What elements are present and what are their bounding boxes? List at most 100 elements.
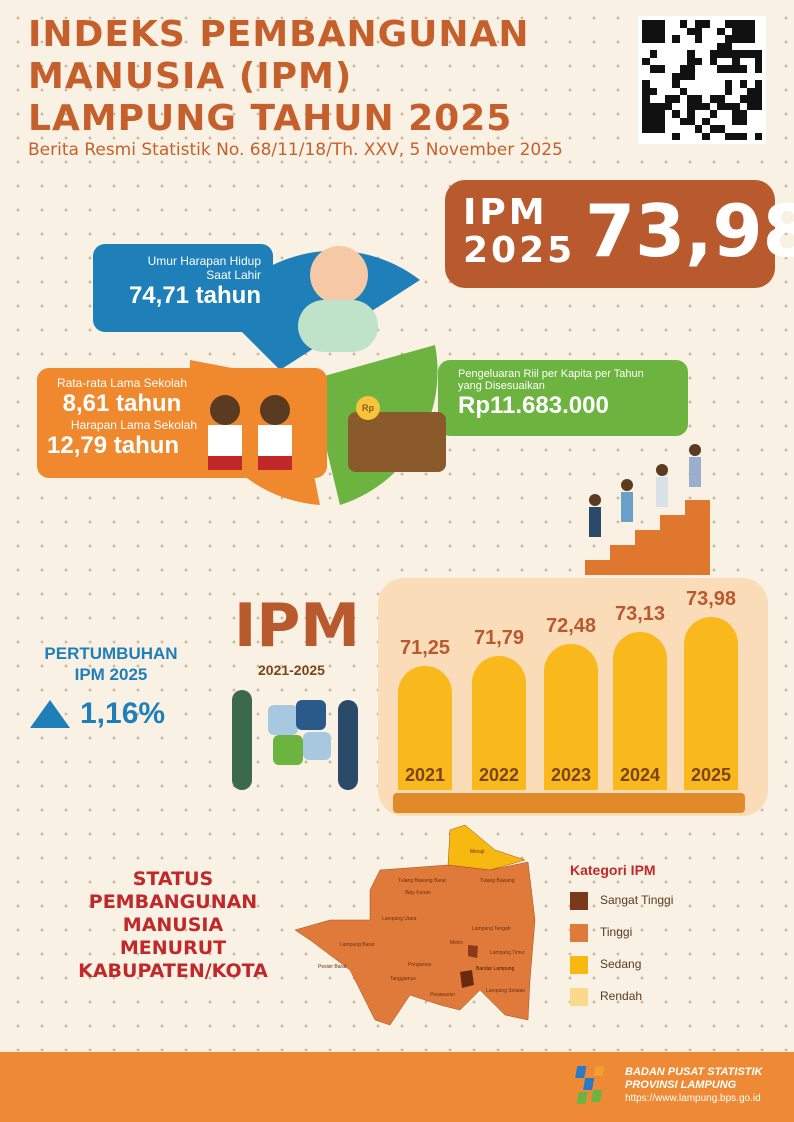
- footer: BADAN PUSAT STATISTIK PROVINSI LAMPUNG h…: [0, 1052, 794, 1122]
- legend-label: Tinggi: [600, 925, 633, 940]
- map-region-tinggi[interactable]: [294, 861, 536, 1026]
- legend-label: Rendah: [600, 989, 643, 1004]
- expected-years-label: Harapan Lama Sekolah: [70, 418, 197, 432]
- status-line: KABUPATEN/KOTA: [78, 960, 268, 982]
- map-label: Tulang Bawang Barat: [398, 878, 447, 884]
- growth-label-line: IPM 2025: [74, 665, 148, 684]
- legend-label: Sangat Tinggi: [600, 893, 674, 908]
- map-label: Way Kanan: [405, 890, 431, 896]
- students-illustration-icon: [200, 390, 315, 485]
- map-label: Bandar Lampung: [476, 966, 515, 972]
- map-label: Mesuji: [470, 849, 484, 855]
- legend-swatch: [570, 924, 588, 942]
- status-title: STATUS PEMBANGUNAN MANUSIA MENURUT KABUP…: [58, 868, 288, 983]
- bar-value-label: 73,13: [614, 603, 666, 626]
- org-name: BADAN PUSAT STATISTIK: [625, 1066, 763, 1078]
- stairs-climbers-illustration-icon: [585, 444, 710, 575]
- title-line: LAMPUNG TAHUN 2025: [28, 98, 513, 139]
- growth-value: 1,16%: [80, 697, 166, 730]
- title-line: INDEKS PEMBANGUNAN: [28, 14, 530, 55]
- chart-title: IPM: [234, 591, 361, 661]
- map-label: Metro: [450, 940, 463, 946]
- map-label: Pesawaran: [430, 992, 455, 998]
- baby-body-icon: [298, 300, 378, 352]
- legend-swatch: [570, 892, 588, 910]
- growth-label-line: PERTUMBUHAN: [44, 644, 178, 663]
- education-card: Rata-rata Lama Sekolah 8,61 tahun Harapa…: [37, 368, 327, 478]
- map-label: Lampung Barat: [340, 942, 375, 948]
- ipm-value: 73,98: [585, 189, 794, 273]
- subtitle: Berita Resmi Statistik No. 68/11/18/Th. …: [28, 140, 563, 160]
- ipm-year: 2025: [463, 230, 576, 271]
- chart-subtitle: 2021-2025: [258, 662, 325, 678]
- legend-title: Kategori IPM: [570, 862, 656, 878]
- expected-years-value: 12,79 tahun: [47, 432, 180, 459]
- legend-item: Tinggi: [570, 924, 673, 956]
- legend-swatch: [570, 988, 588, 1006]
- ipm-2025-box: IPM 2025 73,98: [445, 180, 794, 288]
- map-region-sangat-tinggi[interactable]: [460, 970, 474, 988]
- page-title: INDEKS PEMBANGUNAN MANUSIA (IPM) LAMPUNG…: [28, 14, 530, 140]
- map-label: Pesisir Barat: [318, 964, 347, 970]
- map-label: Tulang Bawang: [480, 878, 515, 884]
- puzzle-people-illustration-icon: [228, 690, 368, 805]
- status-line: MENURUT: [119, 937, 227, 959]
- map-label: Tanggamus: [390, 976, 416, 982]
- bar-year-label: 2021: [404, 765, 446, 785]
- org-province: PROVINSI LAMPUNG: [625, 1079, 737, 1091]
- map-label: Lampung Selatan: [486, 988, 525, 994]
- title-line: MANUSIA (IPM): [28, 56, 353, 97]
- ipm-label-line: IPM: [463, 192, 548, 233]
- health-value: 74,71 tahun: [128, 282, 261, 309]
- map-label: Lampung Timur: [490, 950, 525, 956]
- expenditure-label: yang Disesuaikan: [458, 380, 545, 392]
- legend-item: Sedang: [570, 956, 673, 988]
- status-line: PEMBANGUNAN: [88, 891, 258, 913]
- bar-value-label: 71,79: [473, 627, 525, 650]
- bar-value-label: 71,25: [399, 637, 451, 659]
- map-region-sedang[interactable]: [447, 824, 526, 871]
- bps-logo-icon: [575, 1066, 605, 1104]
- chart-base: [393, 793, 745, 813]
- up-arrow-icon: [30, 700, 70, 728]
- bar-year-label: 2025: [690, 765, 732, 785]
- wallet-icon: [348, 412, 446, 472]
- website-link[interactable]: https://www.lampung.bps.go.id: [625, 1093, 761, 1104]
- expenditure-value: Rp11.683.000: [458, 392, 609, 419]
- status-line: STATUS: [132, 868, 214, 890]
- bar-2021: 2021: [398, 666, 452, 790]
- health-label: Saat Lahir: [206, 268, 261, 282]
- map-label: Lampung Tengah: [472, 926, 511, 932]
- mean-years-label: Rata-rata Lama Sekolah: [56, 376, 188, 390]
- bar-year-label: 2022: [478, 765, 520, 785]
- expenditure-card: Pengeluaran Riil per Kapita per Tahun ya…: [438, 360, 688, 436]
- baby-illustration-icon: [310, 246, 368, 304]
- legend-item: Rendah: [570, 988, 673, 1020]
- bar-2023: 2023: [544, 643, 598, 790]
- map-region-sangat-tinggi[interactable]: [468, 945, 478, 958]
- map-label: Pringsewu: [408, 962, 432, 968]
- bar-2024: 2024: [613, 632, 667, 790]
- health-card: Umur Harapan Hidup Saat Lahir 74,71 tahu…: [93, 244, 273, 332]
- legend-swatch: [570, 956, 588, 974]
- bar-year-label: 2023: [550, 765, 592, 785]
- bar-2025: 2025: [684, 616, 738, 790]
- bar-year-label: 2024: [619, 765, 661, 785]
- growth-label: PERTUMBUHAN IPM 2025: [28, 643, 194, 685]
- map-legend: Kategori IPM Sangat Tinggi Tinggi Sedang…: [570, 862, 673, 1020]
- lampung-map[interactable]: Mesuji Tulang Bawang Barat Way Kanan Tul…: [290, 820, 550, 1030]
- coin-icon: Rp: [356, 396, 380, 420]
- bar-value-label: 73,98: [685, 587, 737, 610]
- health-label: Umur Harapan Hidup: [147, 254, 261, 268]
- qr-code[interactable]: [638, 16, 766, 144]
- legend-label: Sedang: [600, 957, 642, 972]
- footer-org: BADAN PUSAT STATISTIK PROVINSI LAMPUNG h…: [625, 1066, 763, 1105]
- ipm-label: IPM 2025: [463, 194, 575, 270]
- expenditure-label: Pengeluaran Riil per Kapita per Tahun: [458, 368, 644, 380]
- status-line: MANUSIA: [122, 914, 224, 936]
- bar-value-label: 72,48: [545, 614, 597, 637]
- bar-area: 2021 71,25 2022 71,79 2023 72,48 2024 73,13 2025…: [378, 578, 768, 790]
- map-label: Lampung Utara: [382, 916, 417, 922]
- bar-2022: 2022: [472, 656, 526, 790]
- legend-item: Sangat Tinggi: [570, 892, 673, 924]
